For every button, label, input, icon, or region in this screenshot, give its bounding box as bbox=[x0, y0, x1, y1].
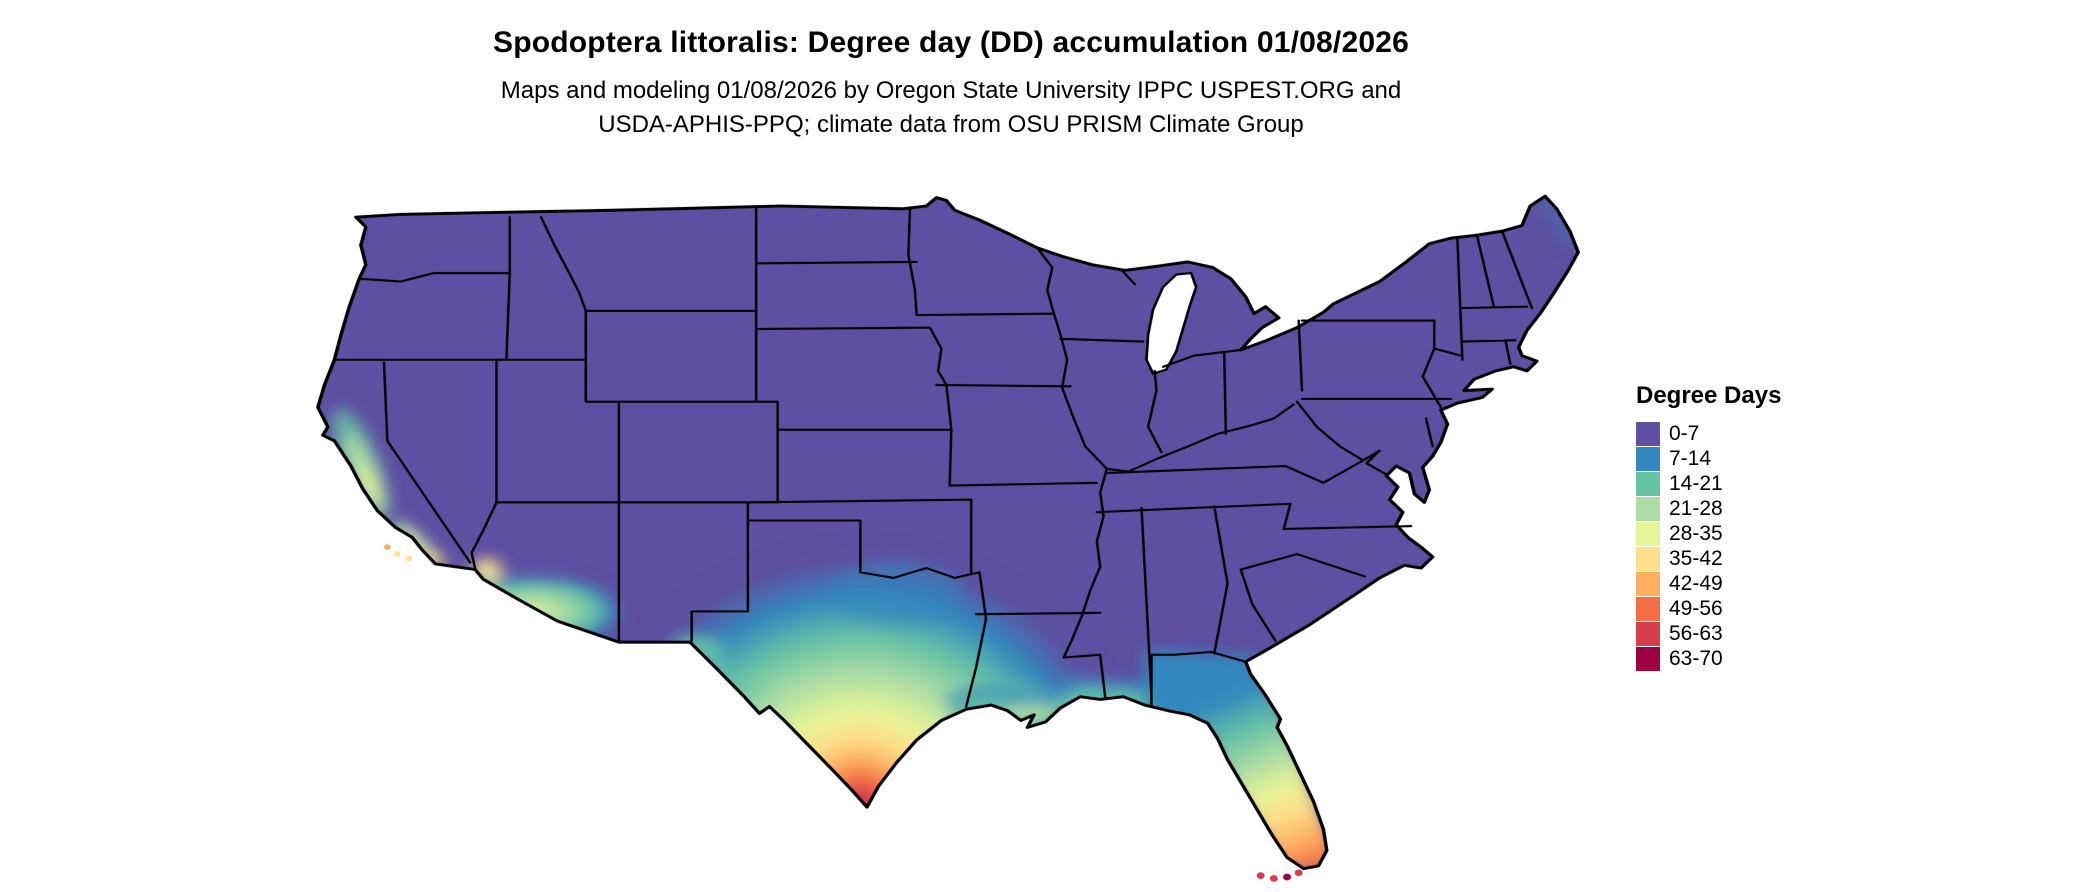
legend-swatch bbox=[1636, 647, 1660, 671]
map-subtitle-line2: USDA-APHIS-PPQ; climate data from OSU PR… bbox=[598, 111, 1304, 138]
legend-title: Degree Days bbox=[1636, 382, 1782, 409]
channel-island-dot bbox=[384, 544, 391, 550]
legend-item: 7-14 bbox=[1636, 447, 1781, 471]
islands-and-keys bbox=[384, 544, 1303, 882]
legend-swatch bbox=[1636, 422, 1660, 446]
us-land bbox=[317, 196, 1579, 869]
legend-swatch bbox=[1636, 547, 1660, 571]
arizona-gradient bbox=[443, 575, 623, 648]
legend-item: 28-35 bbox=[1636, 522, 1781, 546]
el-paso-green bbox=[671, 636, 725, 659]
legend-swatch bbox=[1636, 472, 1660, 496]
florida-keys-dot bbox=[1294, 869, 1303, 877]
us-map-svg bbox=[316, 194, 1580, 882]
maine-blue-edge bbox=[1536, 197, 1577, 248]
florida-keys-dot bbox=[1256, 872, 1265, 879]
figure-header: Spodoptera littoralis: Degree day (DD) a… bbox=[0, 0, 1902, 142]
legend-label: 35-42 bbox=[1669, 547, 1723, 570]
legend-item: 14-21 bbox=[1636, 472, 1781, 496]
legend-label: 0-7 bbox=[1669, 422, 1700, 445]
florida-keys-dot bbox=[1269, 875, 1278, 882]
map-title: Spodoptera littoralis: Degree day (DD) a… bbox=[492, 26, 1409, 59]
lake-michigan bbox=[1145, 271, 1198, 376]
legend-swatch bbox=[1636, 522, 1660, 546]
legend-swatch bbox=[1636, 497, 1660, 521]
legend-label: 14-21 bbox=[1669, 472, 1723, 495]
legend-item: 56-63 bbox=[1636, 622, 1781, 646]
legend-item: 35-42 bbox=[1636, 547, 1781, 571]
legend-item: 63-70 bbox=[1636, 647, 1781, 671]
legend-item: 49-56 bbox=[1636, 597, 1781, 621]
north-texas-blue bbox=[830, 561, 963, 629]
legend-items: 0-7 7-14 14-21 21-28 28-35 35-42 42-49 49-56 56-… bbox=[1636, 422, 1781, 671]
legend-label: 49-56 bbox=[1669, 597, 1723, 620]
legend-item: 0-7 bbox=[1636, 422, 1781, 446]
legend-swatch bbox=[1636, 597, 1660, 621]
legend-label: 63-70 bbox=[1669, 647, 1723, 670]
legend-label: 7-14 bbox=[1669, 447, 1712, 470]
legend: Degree Days 0-7 7-14 14-21 21-28 28-35 35-42 4… bbox=[1636, 382, 1781, 672]
legend-label: 28-35 bbox=[1669, 522, 1723, 545]
florida-gradient bbox=[1144, 649, 1337, 869]
legend-item: 21-28 bbox=[1636, 497, 1781, 521]
legend-label: 42-49 bbox=[1669, 572, 1723, 595]
us-degree-day-map bbox=[298, 178, 1598, 884]
channel-island-dot bbox=[405, 555, 413, 562]
legend-item: 42-49 bbox=[1636, 572, 1781, 596]
legend-swatch bbox=[1636, 572, 1660, 596]
legend-label: 56-63 bbox=[1669, 622, 1723, 645]
legend-swatch bbox=[1636, 447, 1660, 471]
florida-keys-dot bbox=[1283, 873, 1292, 881]
state-borders bbox=[333, 207, 1534, 708]
us-outline bbox=[316, 194, 1580, 871]
channel-island-dot bbox=[393, 551, 401, 557]
map-subtitle: Maps and modeling 01/08/2026 by Oregon S… bbox=[0, 74, 1902, 142]
legend-label: 21-28 bbox=[1669, 497, 1723, 520]
legend-swatch bbox=[1636, 622, 1660, 646]
map-subtitle-line1: Maps and modeling 01/08/2026 by Oregon S… bbox=[500, 77, 1402, 104]
central-valley-green bbox=[333, 408, 389, 521]
